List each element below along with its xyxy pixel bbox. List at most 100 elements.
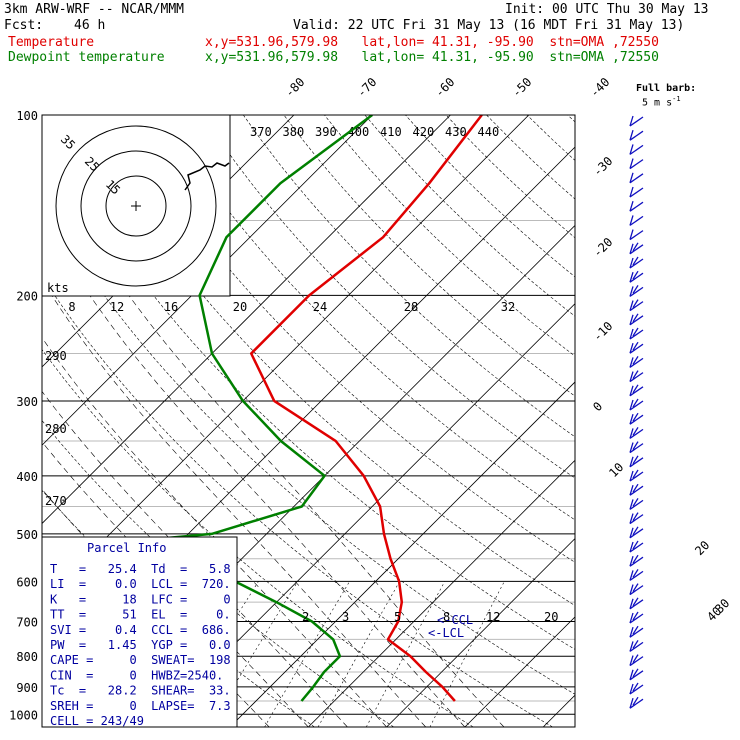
- isotherm-line: [42, 115, 530, 603]
- wind-barb-flag: [629, 470, 634, 482]
- wind-barb: [629, 414, 644, 425]
- plot-border: [41, 114, 576, 728]
- hodograph-speed-label: 32: [501, 300, 515, 314]
- wind-barb-flag: [632, 583, 639, 592]
- parcel-info-row: T = 25.4 Td = 5.8: [50, 562, 231, 576]
- hodograph-speed-label: 20: [233, 300, 247, 314]
- theta-tick-label: 270: [45, 494, 67, 508]
- wind-barb: [629, 215, 644, 226]
- init-time: Init: 00 UTC Thu 30 May 13: [505, 2, 709, 17]
- wind-barb: [629, 684, 644, 695]
- mixing-ratio-label: 8: [443, 610, 450, 624]
- wind-barb-flag: [629, 272, 634, 283]
- wind-barb: [629, 585, 644, 596]
- moist-adiabat-line: [51, 295, 427, 727]
- isotherm-line: [700, 115, 740, 727]
- wind-barb-flag: [629, 584, 634, 595]
- hodograph-unit-label: kts: [47, 281, 69, 295]
- isotherm-tick-label: -60: [432, 75, 457, 100]
- fcst-label: Fcst:: [4, 18, 44, 33]
- parcel-info-row: TT = 51 EL = 0.: [50, 608, 231, 622]
- pressure-tick-label: 800: [16, 650, 38, 664]
- wind-barb-flag: [629, 229, 634, 240]
- pressure-tick-label: 600: [16, 575, 38, 589]
- parcel-info-row: CELL = 243/49: [50, 714, 144, 728]
- theta-tick-label: 290: [45, 349, 67, 363]
- wind-barb: [629, 400, 644, 411]
- theta-tick-label: 430: [445, 125, 467, 139]
- hodograph-speed-label: 16: [164, 300, 178, 314]
- theta-tick-label: 380: [283, 125, 305, 139]
- wind-barb-flag: [629, 286, 634, 297]
- wind-barb: [629, 343, 644, 354]
- parcel-info-row: CIN = 0 HWBZ=2540.: [50, 668, 223, 682]
- wind-barb-flag: [632, 640, 639, 649]
- dry-adiabat-line: [80, 115, 575, 606]
- moist-adiabat-line: [89, 295, 466, 727]
- wind-barb-flag: [629, 669, 634, 680]
- wind-barb: [629, 641, 644, 652]
- wind-barb-flag: [629, 499, 634, 510]
- wind-barb-flag: [629, 257, 634, 269]
- wind-barb-flag: [632, 384, 639, 394]
- isotherm-line: [622, 115, 740, 727]
- pressure-tick-label: 1000: [9, 708, 38, 722]
- wind-barb-flag: [632, 483, 639, 493]
- parcel-info-row: Tc = 28.2 SHEAR= 33.: [50, 684, 231, 698]
- pressure-tick-label: 700: [16, 615, 38, 629]
- dry-adiabat-line: [243, 115, 575, 438]
- wind-barb: [629, 187, 644, 198]
- wind-barb-flag: [632, 512, 639, 521]
- moist-adiabat-line: [42, 337, 387, 727]
- wind-barb-flag: [629, 428, 634, 439]
- moist-adiabat-line: [128, 295, 505, 727]
- hodograph-speed-label: 24: [313, 300, 327, 314]
- hodograph-ring: [105, 175, 167, 237]
- isotherm-line: [542, 694, 575, 727]
- isotherm-tick-label: -20: [590, 235, 615, 260]
- dewpoint-legend: Dewpoint temperature: [8, 50, 165, 65]
- mixing-ratio-label: 3: [342, 610, 349, 624]
- isotherm-tick-label: 0: [590, 399, 605, 414]
- wind-barb: [629, 357, 644, 368]
- theta-tick-label: 390: [315, 125, 337, 139]
- wind-barb: [629, 599, 644, 610]
- wind-barb-flag: [629, 343, 634, 354]
- wind-barb-flag: [632, 625, 639, 635]
- hodograph-speed-label: 12: [110, 300, 124, 314]
- parcel-info-row: PW = 1.45 YGP = 0.0: [50, 638, 231, 652]
- wind-barb-flag: [629, 215, 634, 226]
- wind-barb: [629, 315, 644, 326]
- wind-barb: [629, 556, 644, 567]
- moist-adiabat-line: [42, 441, 309, 727]
- wind-barb: [629, 457, 644, 468]
- isotherm-tick-label: -50: [509, 75, 534, 100]
- wind-barb-flag: [632, 313, 639, 323]
- wind-barb: [629, 514, 644, 525]
- wind-barb-flag: [629, 357, 634, 368]
- wind-barb-flag: [632, 398, 639, 408]
- theta-tick-label: 420: [413, 125, 435, 139]
- isotherm-line: [151, 303, 575, 727]
- wind-barb-flag: [632, 682, 639, 692]
- hodograph-trace: [184, 162, 230, 191]
- mixing-ratio-label: 2: [302, 610, 309, 624]
- wind-barb-flag: [632, 554, 639, 564]
- mixing-ratio-label: 12: [486, 610, 500, 624]
- parcel-info-row: CAPE = 0 SWEAT= 198: [50, 653, 231, 667]
- dry-adiabat-line: [42, 199, 575, 695]
- temperature-legend: Temperature: [8, 35, 95, 50]
- dry-adiabat-line: [283, 115, 575, 397]
- hodograph-ring: [80, 150, 192, 262]
- wind-barb: [629, 372, 644, 383]
- fullbarb-label: Full barb:: [636, 83, 697, 94]
- wind-barb-flag: [629, 655, 634, 666]
- isotherm-tick-label: 10: [606, 460, 626, 480]
- hodograph-speed-label: 8: [68, 300, 75, 314]
- wind-barb: [629, 258, 644, 269]
- wind-barb: [629, 159, 644, 170]
- wind-barb: [629, 443, 644, 454]
- wind-barb-flag: [632, 469, 639, 479]
- wind-barb-flag: [632, 270, 639, 280]
- wind-barb: [629, 244, 644, 255]
